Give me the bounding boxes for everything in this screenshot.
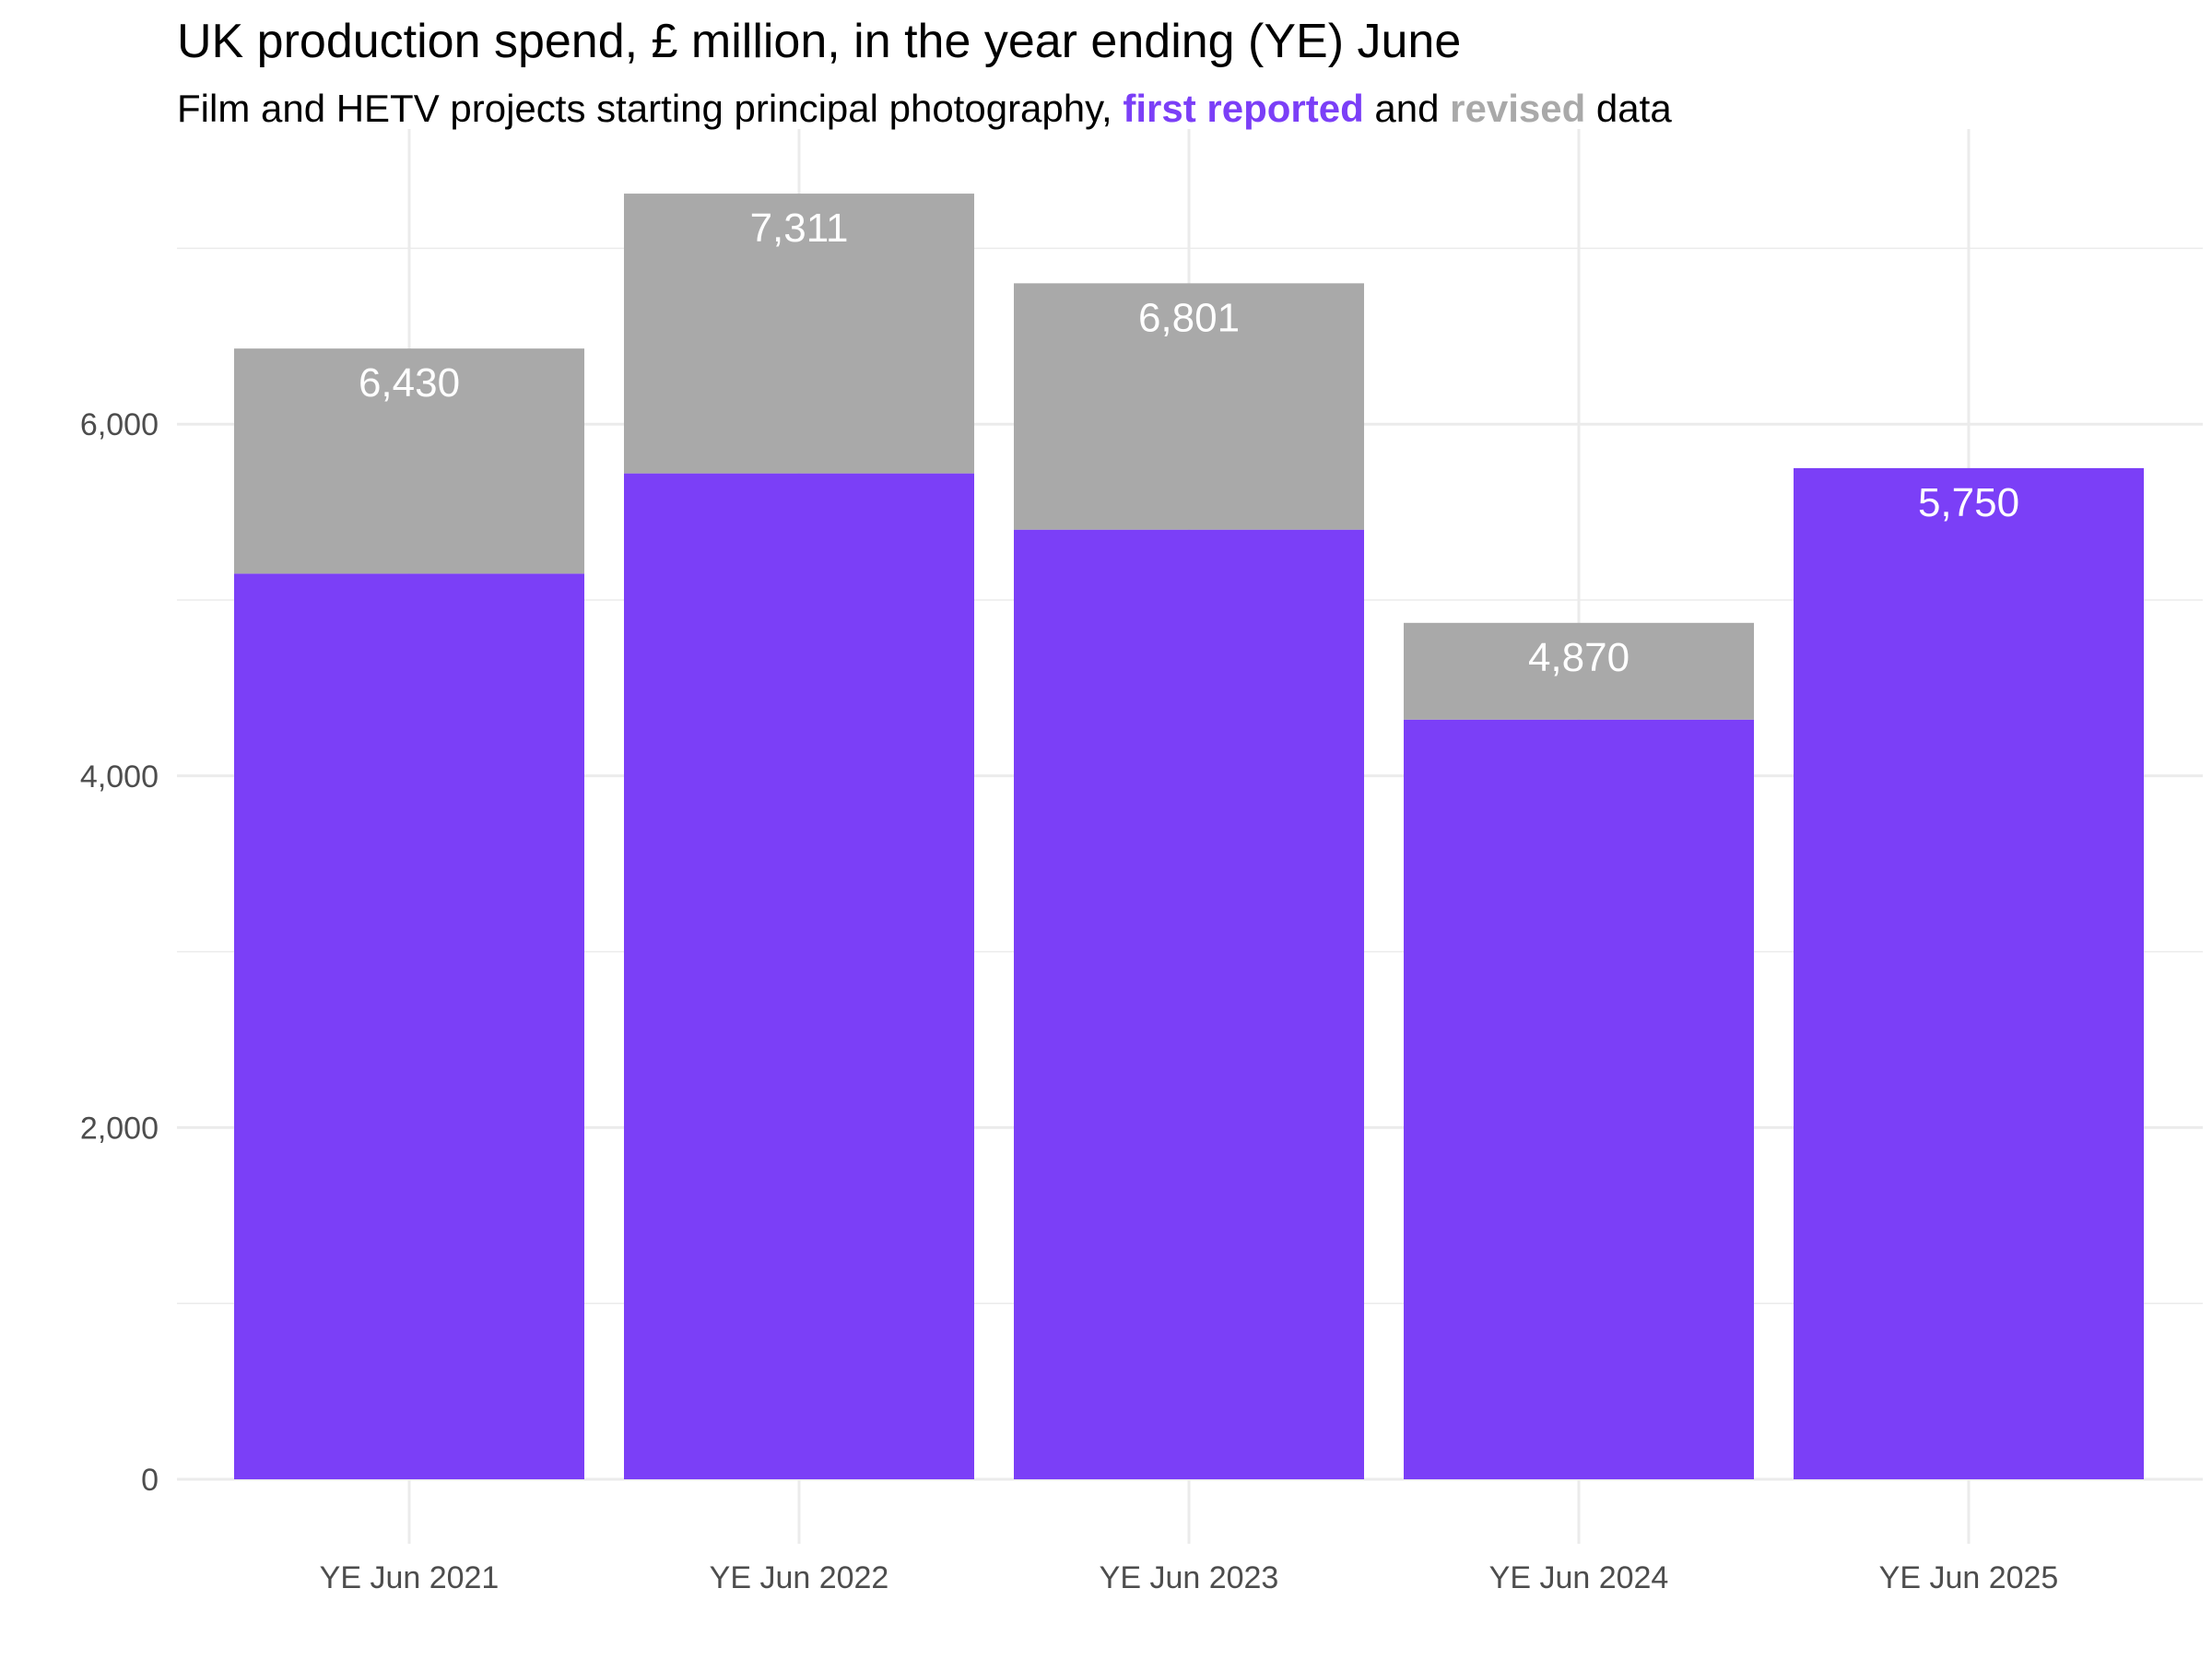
bar-revised [624,194,974,474]
x-tick-label: YE Jun 2024 [1489,1560,1669,1595]
subtitle-revised: revised [1450,87,1585,130]
y-tick-label: 4,000 [80,759,159,794]
subtitle-prefix: Film and HETV projects starting principa… [177,87,1123,130]
chart-subtitle: Film and HETV projects starting principa… [177,87,1672,130]
chart-title: UK production spend, £ million, in the y… [177,15,1461,68]
bar-value-label: 7,311 [750,206,849,251]
axes: 0 2,000 4,000 6,000 YE Jun 2021 YE Jun 2022 YE… [80,407,2058,1595]
x-tick-label: YE Jun 2021 [320,1560,500,1595]
y-tick-label: 6,000 [80,407,159,442]
x-tick-label: YE Jun 2023 [1100,1560,1279,1595]
bar-first-reported [234,573,584,1479]
x-tick-label: YE Jun 2022 [710,1560,889,1595]
y-tick-label: 2,000 [80,1111,159,1146]
subtitle-first-reported: first reported [1123,87,1363,130]
bar-first-reported [624,473,974,1479]
bar-value-label: 6,801 [1138,295,1240,340]
subtitle-suffix: data [1585,87,1672,130]
bars [234,194,2144,1480]
bar-value-labels: 6,430 7,311 6,801 4,870 5,750 [359,206,2019,680]
bar-first-reported [1794,467,2144,1479]
subtitle-middle: and [1364,87,1450,130]
bar-value-label: 4,870 [1528,635,1630,680]
x-tick-label: YE Jun 2025 [1879,1560,2059,1595]
bar-first-reported [1014,529,1364,1480]
bar-revised [1404,622,1754,720]
bar-value-label: 5,750 [1918,480,2019,525]
bar-value-label: 6,430 [359,360,460,406]
y-tick-label: 0 [141,1463,159,1498]
bar-first-reported [1404,719,1754,1479]
bar-revised [1014,283,1364,530]
bar-revised [234,348,584,574]
